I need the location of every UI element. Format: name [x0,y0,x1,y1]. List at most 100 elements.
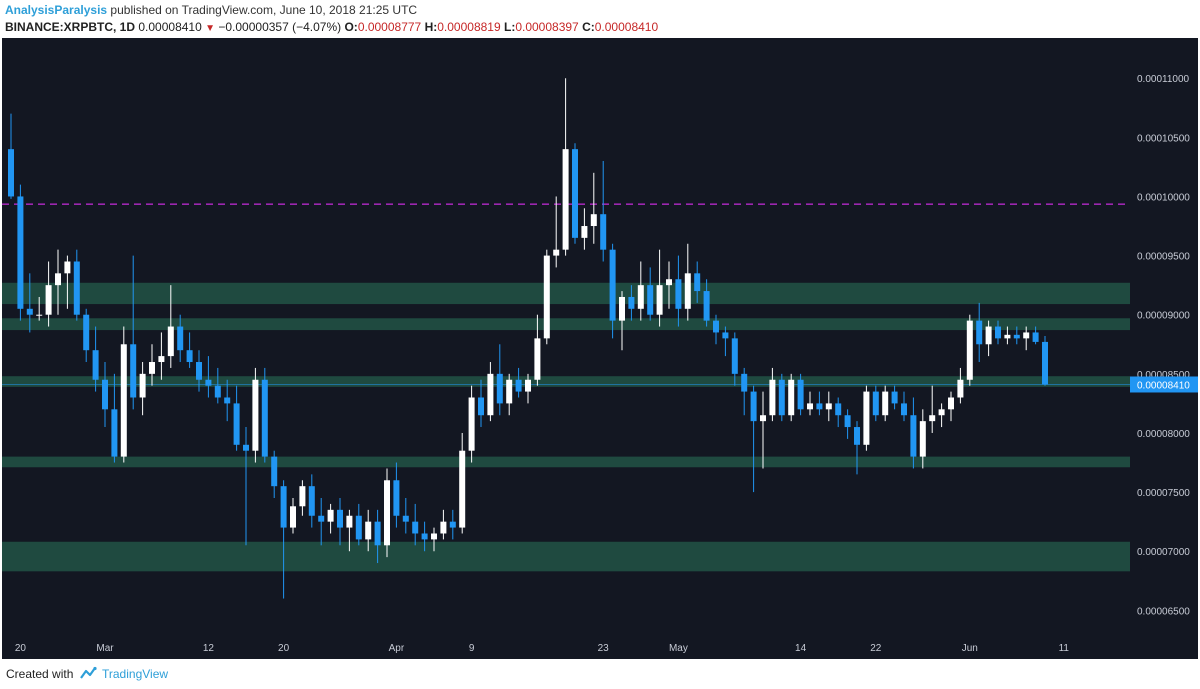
candle-28 [261,367,268,463]
candle-9 [83,308,90,363]
candle-27 [252,367,259,463]
candle-33 [308,474,315,528]
candle-body [854,427,860,445]
candle-body [130,344,137,398]
candle-4 [36,296,43,321]
candle-2 [17,184,24,321]
candle-body [487,373,494,416]
candle-102 [957,367,964,404]
candle-109 [1023,326,1030,351]
candle-body [995,326,1001,339]
chart-header: AnalysisParalysis published on TradingVi… [0,0,1200,38]
candle-38 [355,503,362,546]
candle-1 [8,113,14,199]
candle-20 [186,332,193,368]
candle-65 [609,243,616,339]
candle-77 [722,326,729,357]
candle-83 [778,373,785,422]
x-tick-label-6: 9 [469,643,475,654]
candle-body [769,379,776,416]
time-axis[interactable]: 20 Mar 12 20 Apr 9 23 May 14 22 Jun 11 [15,643,1070,654]
candle-body [318,515,325,522]
candle-body [966,320,973,380]
candle-body [1013,334,1020,339]
candle-92 [863,385,870,451]
candle-82 [769,367,776,422]
candle-body [374,521,381,546]
candle-14 [130,255,137,410]
last-price-badge [1130,376,1198,393]
candle-body [872,391,879,416]
candle-body [844,415,851,428]
candle-87 [816,391,823,416]
candle-body [713,320,719,333]
x-tick-label-5: Apr [389,643,405,654]
candle-body [308,486,315,516]
candle-111 [1042,336,1048,386]
down-arrow-icon: ▼ [205,23,216,34]
candle-body [816,403,823,410]
y-tick-label-10: 0.00006500 [1137,606,1190,617]
candle-body [1042,341,1048,385]
tradingview-logo-icon [80,666,97,679]
x-tick-label-12: 11 [1059,643,1070,654]
candle-body [619,296,625,321]
candle-body [835,403,842,416]
candle-body [384,480,390,546]
y-tick-label-1: 0.00011000 [1137,74,1190,85]
candle-body [55,273,61,286]
candle-body [92,350,99,380]
candle-7 [64,255,71,309]
candle-106 [995,320,1001,345]
price-axis[interactable]: 0.00011000 0.00010500 0.00010000 0.00009500… [1130,38,1198,659]
candle-body [825,403,832,410]
candle-body [543,255,550,339]
candle-body [515,379,522,392]
candle-body [412,521,419,534]
publish-line: AnalysisParalysis published on TradingVi… [5,3,417,17]
candle-body [468,397,475,451]
candle-body [1032,332,1039,342]
support-resistance-zones [2,282,1130,572]
candle-body [280,486,287,528]
candle-body [431,533,437,540]
candle-body [647,285,654,315]
y-tick-label-8: 0.00007500 [1137,488,1190,499]
tradingview-link[interactable]: TradingView [102,667,169,681]
candle-76 [713,314,719,345]
candle-body [421,533,428,540]
price-axis-background [1130,38,1198,659]
candle-16 [149,344,155,386]
candle-body [666,279,672,286]
candle-46 [431,527,437,552]
candle-body [337,509,343,528]
candle-body [83,314,90,351]
candle-66 [619,291,625,351]
candle-56 [525,373,531,404]
author-link[interactable]: AnalysisParalysis [5,3,108,17]
candle-body [196,362,202,380]
candle-body [590,214,597,227]
candle-body [985,326,992,345]
zone-4 [2,456,1130,468]
y-tick-label-3: 0.00010000 [1137,192,1190,203]
candle-80 [750,385,757,493]
candle-body [778,379,785,416]
candle-body [243,444,249,451]
candle-body [882,391,889,416]
last-price-badge-label: 0.00008410 [1137,380,1190,391]
candle-85 [797,373,804,416]
price-chart[interactable]: 0.00011000 0.00010500 0.00010000 0.00009500… [2,38,1198,659]
candle-3 [26,273,33,333]
x-tick-label-7: 23 [598,643,610,654]
y-tick-label-2: 0.00010500 [1137,133,1190,144]
candle-body [17,196,24,309]
candle-body [252,379,259,451]
candle-body [976,320,983,345]
candle-93 [872,385,879,422]
candle-body [534,338,541,380]
candle-11 [102,362,108,428]
candle-58 [543,249,550,345]
y-tick-label-6: 0.00008500 [1137,370,1190,381]
candle-body [760,415,766,422]
